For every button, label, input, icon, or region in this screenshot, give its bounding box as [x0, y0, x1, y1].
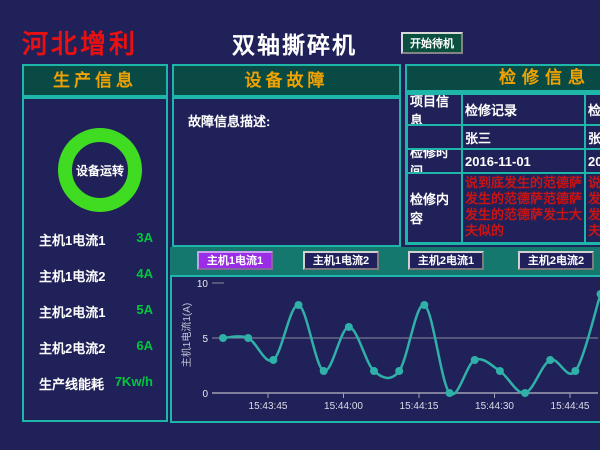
standby-button[interactable]: 开始待机 [401, 32, 463, 54]
data-point-marker [294, 301, 303, 309]
data-point-marker [571, 367, 580, 375]
maintenance-record-header: 检修记录 [462, 94, 585, 125]
data-point-marker [319, 367, 328, 375]
data-point-marker [395, 367, 404, 375]
maintenance-record-time: 2016-11-01 [462, 149, 585, 173]
x-tick-label: 15:44:45 [551, 401, 590, 412]
machine-running-indicator: 设备运转 [58, 128, 142, 212]
data-point-marker [445, 389, 454, 397]
data-point-marker [420, 301, 429, 309]
maintenance-label-content: 检修内容 [407, 173, 462, 243]
production-row: 主机1电流1 3A [24, 230, 166, 248]
fault-description-label: 故障信息描述: [188, 114, 271, 129]
production-row-label: 生产线能耗 [39, 377, 105, 392]
trend-chart-panel [170, 275, 600, 423]
maintenance-label-empty [407, 125, 462, 149]
data-point-marker [344, 323, 353, 331]
page-title: 双轴撕碎机 [232, 32, 357, 58]
machine-running-label: 设备运转 [75, 163, 124, 178]
production-row-value: 4A [136, 266, 153, 281]
x-tick-label: 15:44:15 [400, 401, 439, 412]
fault-panel: 故障信息描述: [172, 97, 401, 247]
maintenance-record-header: 检修记录 [585, 94, 600, 125]
y-tick-label: 10 [197, 279, 209, 290]
company-logo-text: 河北增利 [22, 29, 139, 59]
trend-button-2[interactable]: 主机1电流2 [303, 251, 379, 270]
maintenance-record-content: 说到底发生的范德萨发生的范德萨范德萨发生的范德萨发士大夫似的 [585, 173, 600, 243]
production-row-label: 主机1电流1 [39, 233, 106, 248]
production-panel-title: 生产信息 [22, 64, 168, 97]
production-row-value: 3A [136, 230, 153, 245]
production-row-label: 主机2电流2 [39, 341, 106, 356]
data-point-marker [269, 356, 278, 364]
data-point-marker [219, 334, 227, 342]
x-tick-label: 15:44:30 [475, 401, 514, 412]
data-point-marker [470, 356, 479, 364]
trend-button-strip: 主机1电流1 主机1电流2 主机2电流1 主机2电流2 [170, 247, 600, 275]
maintenance-label-time: 检修时间 [407, 149, 462, 173]
trend-button-1[interactable]: 主机1电流1 [197, 251, 273, 270]
y-tick-label: 5 [202, 334, 208, 345]
production-row-value: 7Kw/h [114, 374, 153, 389]
fault-panel-title: 设备故障 [172, 64, 401, 97]
data-point-marker [546, 356, 555, 364]
production-panel: 设备运转 主机1电流1 3A 主机1电流2 4A 主机2电流1 5A 主机2电流2 6A 生产线… [22, 97, 168, 422]
maintenance-panel-title: 检修信息 [405, 64, 600, 92]
production-row: 主机1电流2 4A [24, 266, 166, 284]
production-row: 主机2电流1 5A [24, 302, 166, 320]
maintenance-label-project: 项目信息 [407, 94, 462, 125]
trend-button-3[interactable]: 主机2电流1 [408, 251, 484, 270]
data-point-marker [495, 367, 504, 375]
maintenance-table: 项目信息检修记录检修记录张三张三检修时间2016-11-012016-11-01… [405, 92, 600, 245]
trend-chart: 10 5 0 15:43:45 15:44:00 15:44:15 15:44:30 15:4… [197, 279, 600, 412]
data-point-marker [521, 389, 530, 397]
data-point-marker [244, 334, 253, 342]
production-row-value: 6A [136, 338, 153, 353]
maintenance-record-operator: 张三 [462, 125, 585, 149]
production-row-label: 主机1电流2 [39, 269, 106, 284]
data-point-marker [370, 367, 379, 375]
trend-line [222, 293, 600, 396]
production-row-label: 主机2电流1 [39, 305, 106, 320]
maintenance-record-content: 说到底发生的范德萨发生的范德萨范德萨发生的范德萨发士大夫似的 [462, 173, 585, 243]
production-row: 主机2电流2 6A [24, 338, 166, 356]
production-row-value: 5A [136, 302, 153, 317]
data-point-marker [596, 290, 600, 298]
maintenance-record-operator: 张三 [585, 125, 600, 149]
trend-button-4[interactable]: 主机2电流2 [518, 251, 594, 270]
x-tick-label: 15:44:00 [324, 401, 363, 412]
production-row: 生产线能耗 7Kw/h [24, 374, 166, 392]
y-tick-label: 0 [202, 389, 208, 400]
maintenance-record-time: 2016-11-01 [585, 149, 600, 173]
x-tick-label: 15:43:45 [249, 401, 288, 412]
